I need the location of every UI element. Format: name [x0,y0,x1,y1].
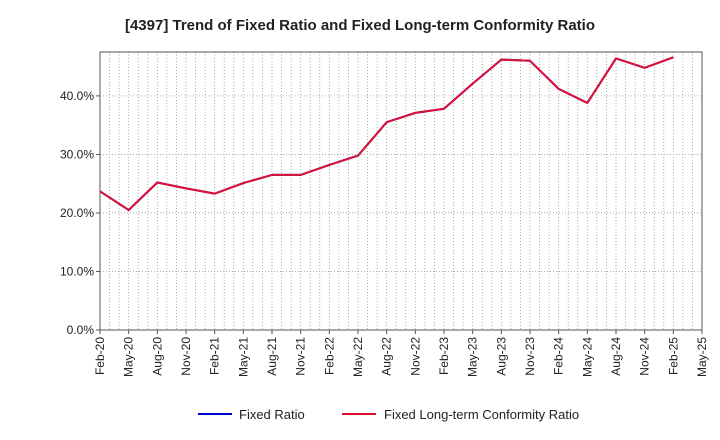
x-tick-label: Aug-23 [494,337,508,376]
x-tick-label: Feb-25 [666,337,680,375]
x-tick-label: Aug-21 [265,337,279,376]
x-tick-label: Aug-24 [609,337,623,376]
x-tick-label: Nov-20 [179,337,193,376]
legend-label-1: Fixed Ratio [239,407,305,422]
x-tick-label: Feb-21 [208,337,222,375]
x-tick-label: May-25 [695,337,709,377]
x-tick-label: Feb-20 [93,337,107,375]
legend-label-2: Fixed Long-term Conformity Ratio [384,407,579,422]
grid [100,52,702,330]
plot-area [99,51,703,331]
y-tick-label: 30.0% [60,147,94,161]
x-tick-label: Aug-20 [150,337,164,376]
x-tick-label: May-20 [122,337,136,377]
x-tick-label: Nov-22 [408,337,422,376]
y-axis: 0.0% 10.0% 20.0% 30.0% 40.0% [60,89,100,337]
x-tick-label: Feb-23 [437,337,451,375]
x-axis: Feb-20 May-20 Aug-20 Nov-20 Feb-21 May-21 Aug-… [93,330,709,377]
y-tick-label: 40.0% [60,89,94,103]
y-tick-label: 20.0% [60,206,94,220]
x-tick-label: Nov-24 [638,337,652,376]
x-tick-label: Feb-24 [552,337,566,375]
y-tick-label: 10.0% [60,264,94,278]
chart-title: [4397] Trend of Fixed Ratio and Fixed Lo… [125,17,595,34]
x-tick-label: Aug-22 [380,337,394,376]
x-tick-label: May-23 [466,337,480,377]
x-tick-label: Nov-23 [523,337,537,376]
legend: Fixed Ratio Fixed Long-term Conformity Ra… [198,407,579,422]
x-tick-label: May-21 [236,337,250,377]
series-lines [99,56,674,212]
x-tick-label: May-22 [351,337,365,377]
x-tick-label: May-24 [580,337,594,377]
y-tick-label: 0.0% [67,323,95,337]
series-line-2 [99,56,674,212]
x-tick-label: Feb-22 [322,337,336,375]
x-tick-label: Nov-21 [294,337,308,376]
